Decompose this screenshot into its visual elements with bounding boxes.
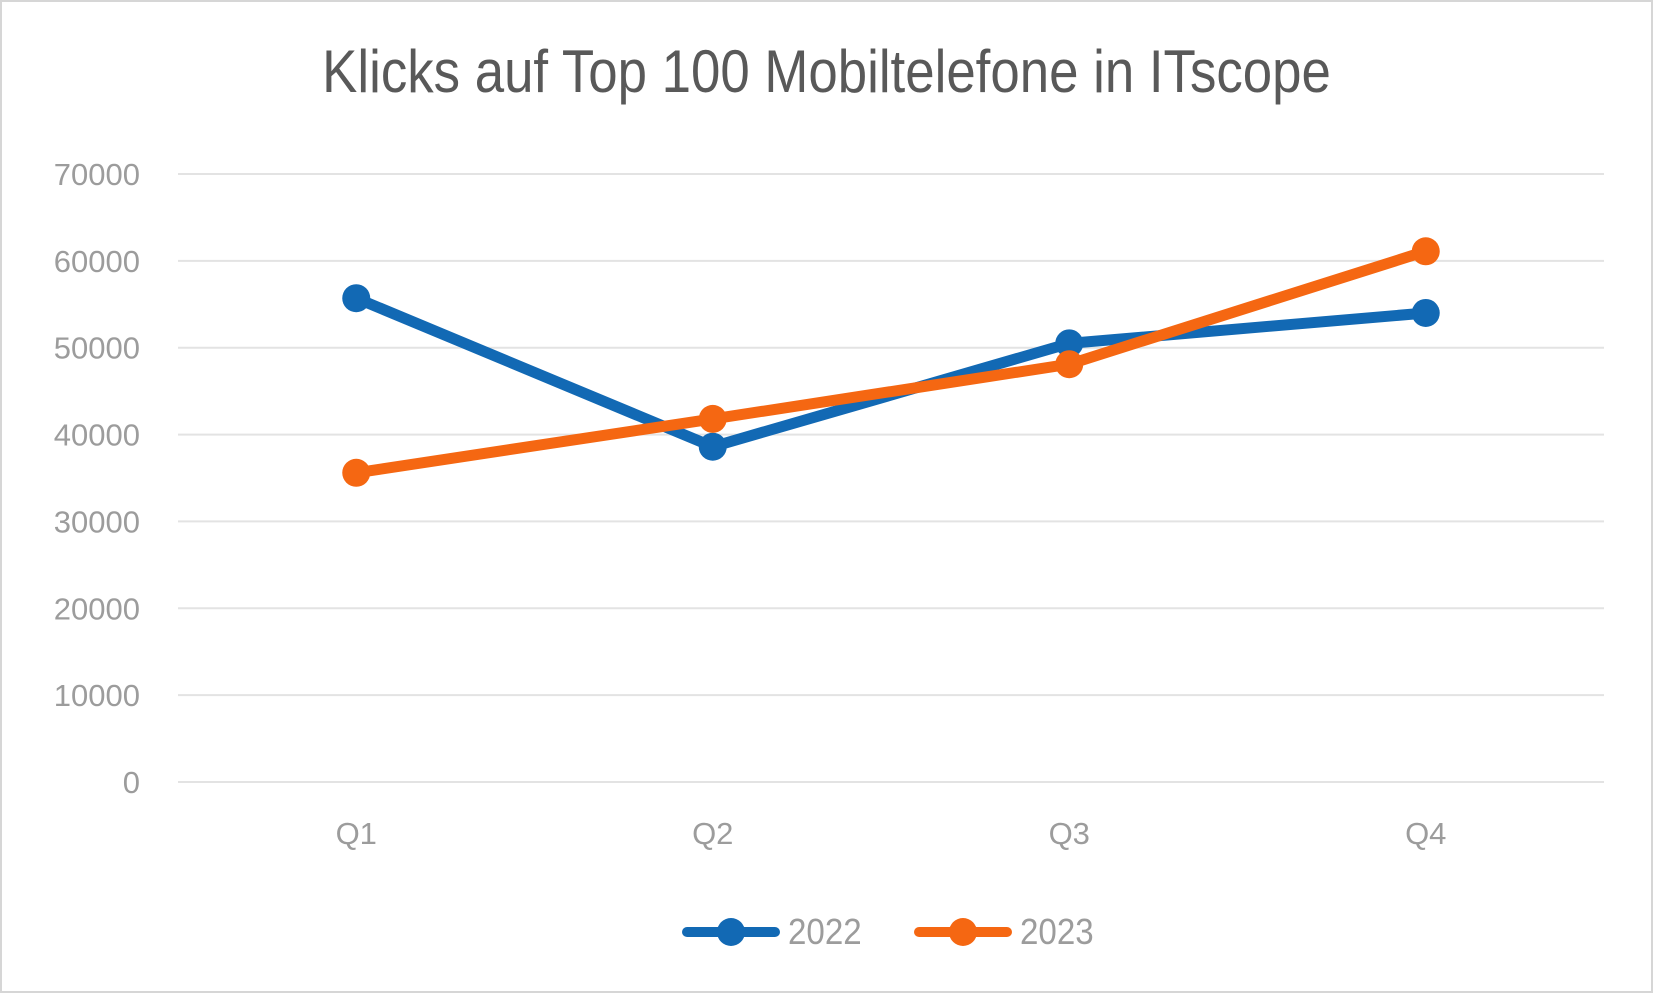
x-category-label: Q1 — [336, 816, 377, 851]
y-tick-label: 20000 — [54, 591, 140, 626]
legend-label-2023: 2023 — [1020, 911, 1094, 952]
legend-marker-line-icon — [914, 916, 1012, 948]
legend-item-2022[interactable]: 2022 — [681, 911, 868, 953]
y-tick-label: 70000 — [54, 157, 140, 192]
chart-title: Klicks auf Top 100 Mobiltelefone in ITsc… — [322, 38, 1331, 105]
y-tick-label: 0 — [123, 765, 140, 800]
legend-item-2023[interactable]: 2023 — [914, 911, 1100, 953]
data-point-2023-Q2[interactable] — [698, 404, 727, 433]
data-point-2022-Q3[interactable] — [1055, 329, 1084, 358]
y-tick-label: 10000 — [54, 678, 140, 713]
data-point-2023-Q1[interactable] — [342, 458, 371, 487]
y-tick-label: 30000 — [54, 504, 140, 539]
legend-label-2022: 2022 — [787, 911, 862, 952]
legend-dot-swatch — [716, 918, 745, 946]
y-tick-label: 50000 — [54, 331, 140, 366]
x-category-label: Q2 — [692, 816, 733, 851]
data-point-2023-Q3[interactable] — [1055, 350, 1084, 379]
y-tick-label: 40000 — [54, 418, 140, 453]
data-point-2022-Q2[interactable] — [698, 432, 727, 461]
legend-marker-line-icon — [681, 916, 780, 948]
data-point-2022-Q1[interactable] — [342, 284, 371, 313]
data-point-2023-Q4[interactable] — [1411, 237, 1440, 266]
x-category-label: Q4 — [1405, 816, 1446, 851]
series-line-2023 — [350, 245, 1432, 479]
x-category-label: Q3 — [1049, 816, 1090, 851]
chart-legend: 2022 2023 — [178, 902, 1604, 962]
y-tick-label: 60000 — [54, 244, 140, 279]
data-point-2022-Q4[interactable] — [1411, 298, 1440, 327]
series-line-2022 — [350, 292, 1432, 453]
legend-dot-swatch — [949, 918, 977, 946]
